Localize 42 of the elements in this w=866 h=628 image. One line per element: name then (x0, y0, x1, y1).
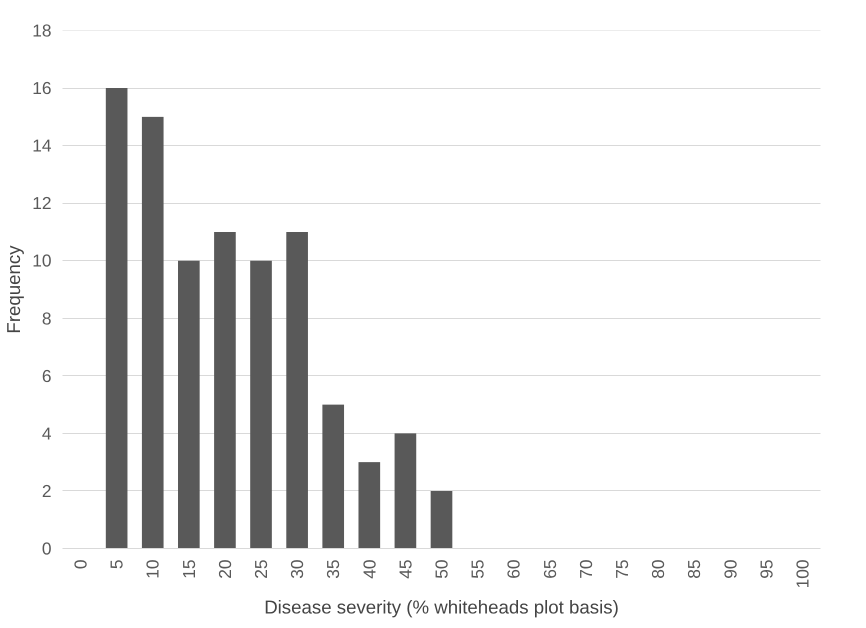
x-tick-label: 60 (504, 559, 524, 579)
x-tick-label: 90 (720, 559, 740, 579)
y-tick-label: 2 (42, 480, 52, 501)
y-tick-label: 18 (32, 20, 52, 40)
bar (286, 232, 308, 548)
bar (394, 433, 416, 548)
bar (142, 116, 164, 548)
bar (250, 260, 272, 548)
x-tick-label: 5 (106, 559, 127, 570)
bar (430, 490, 452, 548)
y-axis-title: Frequency (3, 244, 24, 334)
bar (106, 88, 128, 548)
y-tick-label: 12 (32, 193, 52, 214)
y-tick-label: 6 (42, 366, 52, 386)
x-tick-label: 55 (468, 559, 488, 579)
x-axis-title: Disease severity (% whiteheads plot basis) (264, 596, 619, 618)
x-tick-label: 45 (395, 559, 416, 579)
x-tick-label: 85 (684, 559, 704, 579)
bar (214, 232, 236, 548)
x-tick-label: 75 (612, 559, 632, 579)
bar (322, 404, 344, 548)
x-tick-label: 80 (648, 559, 668, 579)
x-tick-label: 50 (432, 559, 452, 579)
x-tick-label: 0 (70, 559, 91, 570)
y-tick-label: 14 (32, 136, 52, 156)
x-tick-label: 70 (576, 559, 596, 579)
y-tick-label: 16 (32, 78, 52, 98)
x-tick-label: 30 (287, 559, 308, 579)
y-tick-label: 8 (42, 308, 52, 328)
x-tick-label: 20 (214, 559, 235, 579)
x-tick-label: 15 (178, 559, 199, 579)
x-tick-label: 65 (540, 559, 560, 579)
y-tick-label: 4 (42, 423, 52, 444)
bar (358, 462, 380, 548)
x-tick-label: 25 (251, 559, 272, 579)
x-tick-label: 35 (323, 559, 344, 579)
x-tick-label: 10 (142, 559, 163, 579)
x-tick-label: 40 (359, 559, 380, 579)
x-tick-label: 100 (792, 559, 812, 588)
y-tick-label: 10 (32, 250, 52, 271)
x-tick-label: 95 (756, 559, 776, 579)
bar (178, 260, 200, 548)
